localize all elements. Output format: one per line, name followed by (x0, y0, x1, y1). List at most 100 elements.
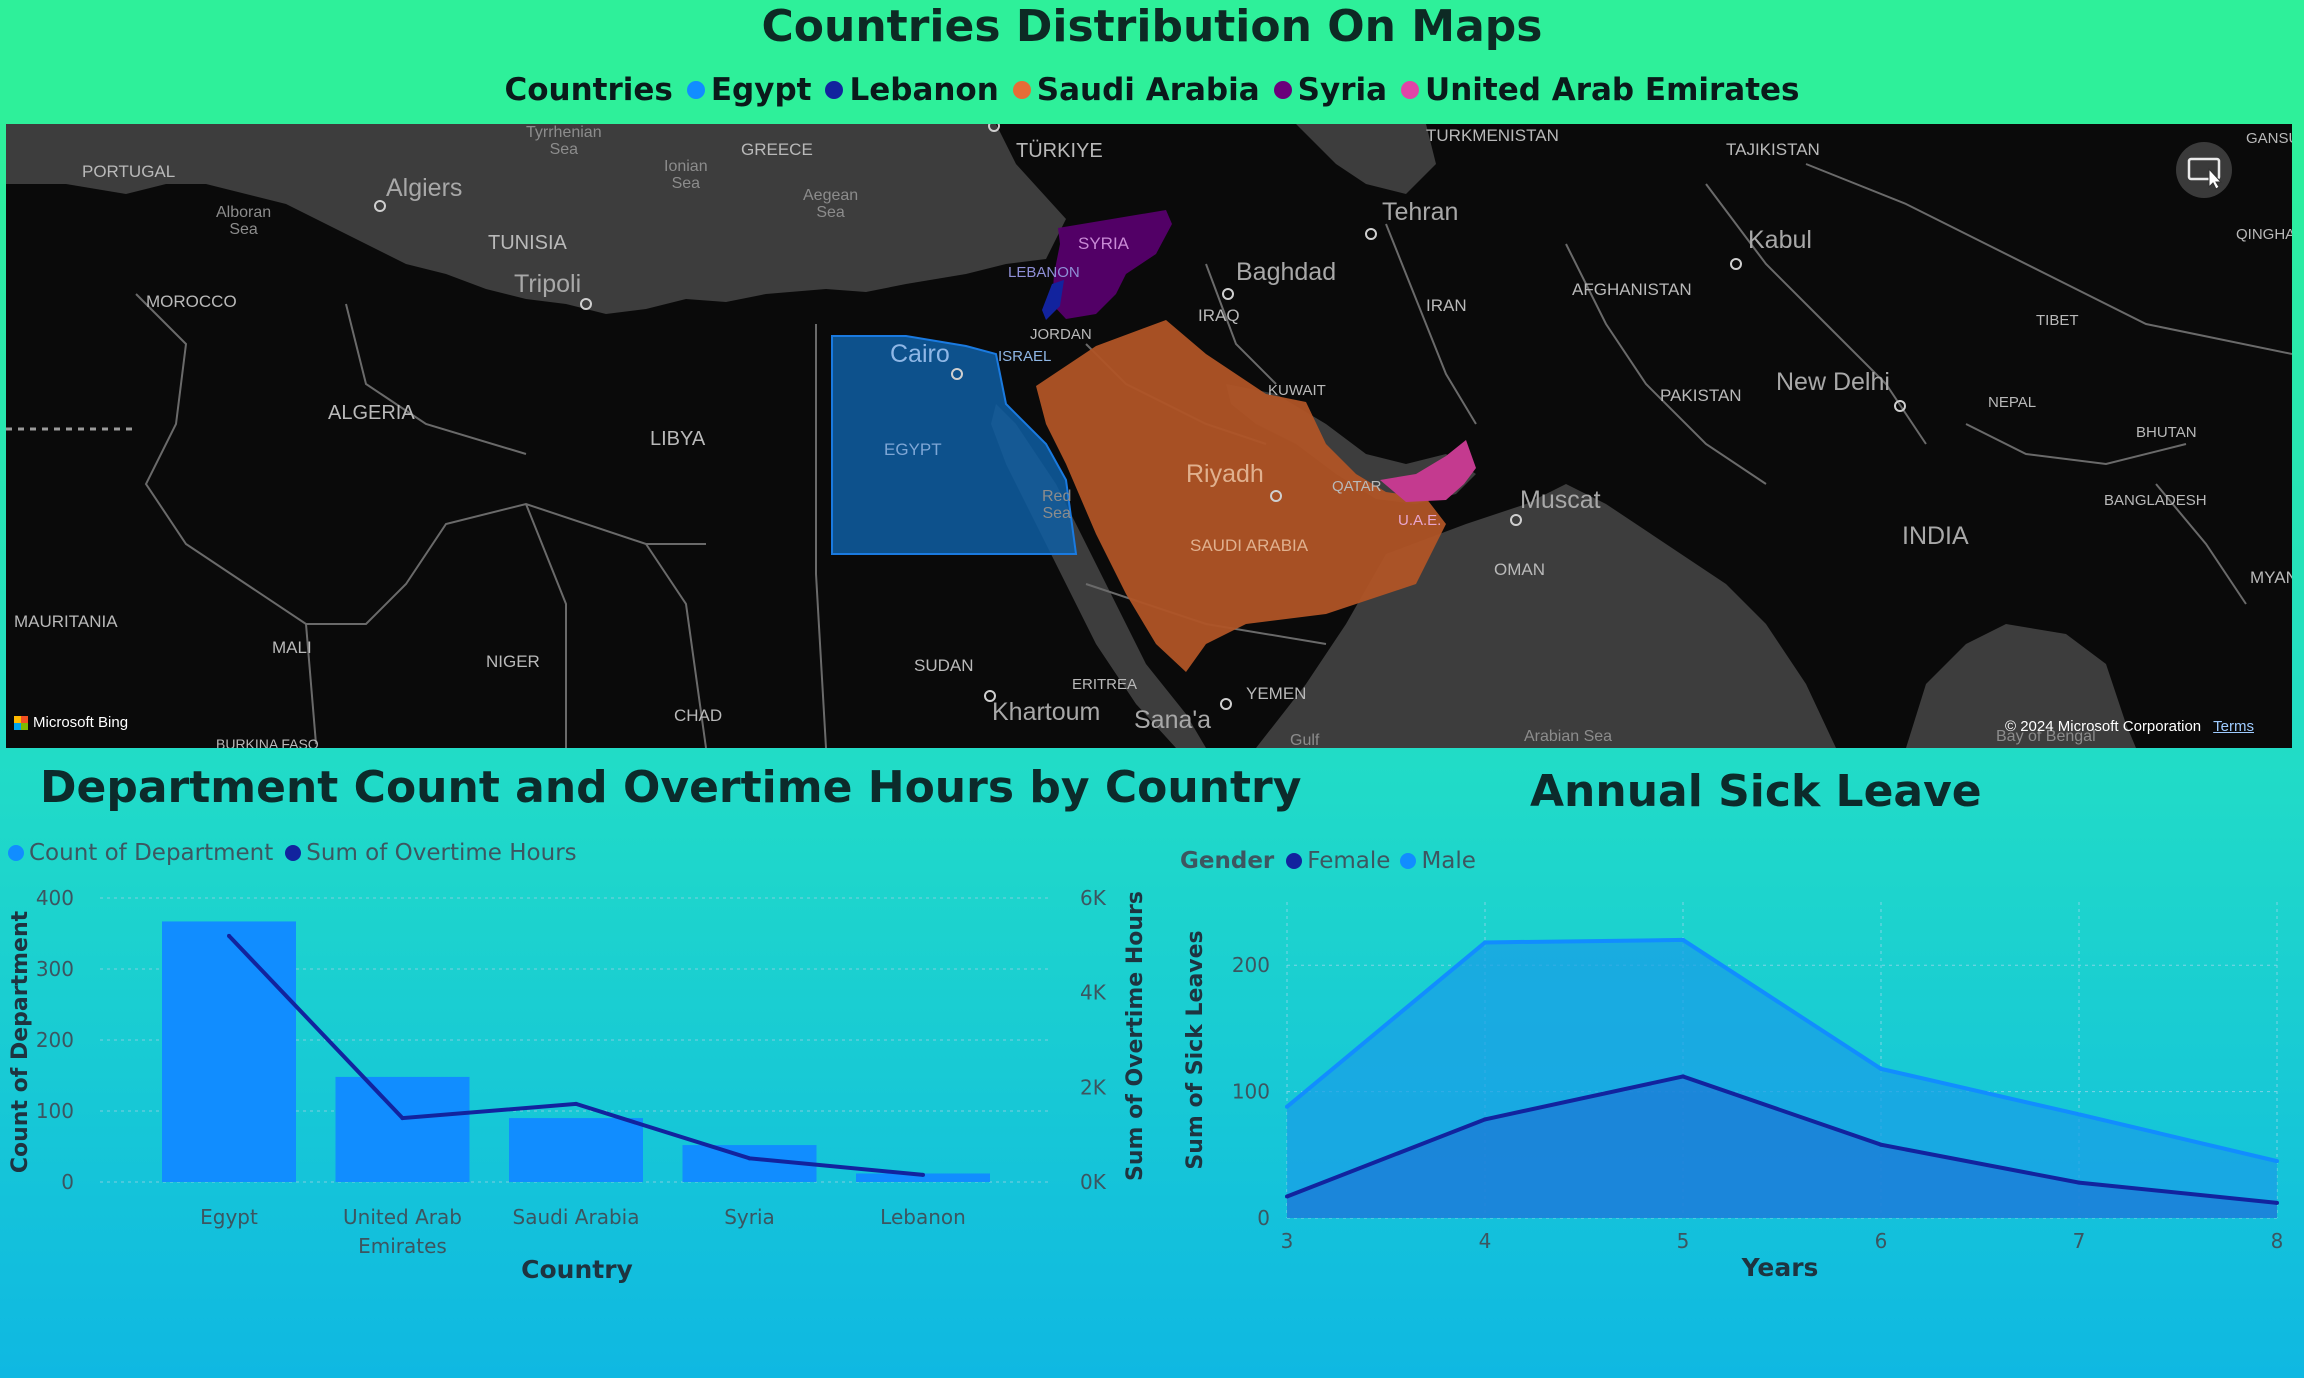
legend-label: Egypt (710, 72, 812, 108)
y-tick-label: 200 (36, 1028, 74, 1052)
legend-label[interactable]: Count of Department (29, 840, 274, 866)
x-tick-label: Emirates (358, 1234, 447, 1258)
y-tick-label: 200 (1232, 953, 1270, 977)
map-label: Khartoum (992, 698, 1101, 726)
dept-chart[interactable]: 0 100 200 300 400 0K 2K 4K 6K Egypt United Arab Emi… (0, 870, 1160, 1290)
legend-dot (1286, 853, 1303, 869)
egypt-shape[interactable] (831, 335, 1078, 555)
map-label: JORDAN (1030, 326, 1092, 343)
map-label: MALI (272, 638, 312, 657)
map-label: Muscat (1520, 486, 1601, 514)
series-area (1287, 1076, 2277, 1218)
syria-shape[interactable] (1052, 210, 1172, 319)
black-caspian-sea (1296, 124, 1436, 194)
lebanon-shape[interactable] (1042, 280, 1064, 320)
legend-dot (825, 81, 844, 99)
legend-dot (1401, 81, 1420, 99)
map-label: PORTUGAL (82, 162, 176, 181)
map-label: OMAN (1494, 560, 1545, 579)
terms-link[interactable]: Terms (2213, 718, 2254, 735)
x-tick-label: 7 (2073, 1229, 2086, 1253)
line-point (747, 1156, 752, 1161)
x-tick-label: Syria (724, 1205, 775, 1229)
legend-title: Gender (1180, 848, 1275, 874)
map-label: BANGLADESH (2104, 492, 2207, 509)
map-label: TIBET (2036, 312, 2079, 329)
line-point (1681, 1074, 1685, 1079)
y2-tick-label: 4K (1080, 981, 1107, 1005)
map-label: NIGER (486, 652, 540, 671)
map-label: Gulf (1290, 732, 1320, 748)
map-label: KUWAIT (1268, 382, 1326, 399)
focus-mode-icon (2187, 157, 2223, 190)
line-point (1285, 1104, 1289, 1109)
map-label: NEPAL (1988, 394, 2037, 411)
legend-dot (1273, 81, 1292, 99)
line-point (1285, 1194, 1289, 1199)
mediterranean-sea (6, 124, 1066, 314)
legend-dot (686, 81, 705, 99)
legend-item-syria[interactable]: Syria (1273, 72, 1388, 108)
bay-of-bengal (1906, 624, 2136, 748)
map-visual[interactable]: PORTUGAL Algiers Alboran Sea Tyrrhenian Se… (6, 124, 2292, 748)
map-label: QATAR (1332, 478, 1382, 495)
x-tick-label: Lebanon (880, 1205, 966, 1229)
map-label: PAKISTAN (1660, 386, 1742, 405)
legend-dot (1400, 853, 1417, 869)
map-focus-button[interactable] (2176, 142, 2232, 198)
map-canvas[interactable] (6, 124, 2292, 748)
y2-tick-label: 0K (1080, 1170, 1107, 1194)
map-title: Countries Distribution On Maps (761, 1, 1543, 52)
map-label: U.A.E. (1398, 512, 1442, 529)
map-label: MAURITANIA (14, 612, 118, 631)
map-label: ISRAEL (998, 348, 1052, 365)
map-label: New Delhi (1776, 368, 1890, 396)
legend-label[interactable]: Female (1307, 848, 1391, 874)
map-label: Alboran Sea (216, 204, 272, 238)
x-tick-label: 5 (1677, 1229, 1690, 1253)
dept-chart-title: Department Count and Overtime Hours by C… (40, 762, 1302, 813)
map-label: IRAQ (1198, 306, 1240, 325)
map-label: AFGHANISTAN (1572, 280, 1692, 299)
line-point (574, 1101, 578, 1106)
map-label: GANSU (2246, 130, 2292, 147)
legend-label[interactable]: Sum of Overtime Hours (306, 840, 577, 866)
sick-chart[interactable]: 0 100 200 3 4 5 6 7 8 Years Sum of Sick Leaves (1160, 880, 2300, 1300)
legend-dot (8, 845, 24, 861)
legend-item-egypt[interactable]: Egypt (686, 72, 812, 108)
map-label: Cairo (890, 340, 950, 368)
uae-shape[interactable] (1380, 440, 1476, 502)
line-point (2275, 1159, 2279, 1164)
bar (162, 921, 296, 1182)
map-label: IRAN (1426, 296, 1467, 315)
bar (856, 1173, 990, 1182)
y2-tick-label: 6K (1080, 886, 1107, 910)
x-tick-label: United Arab (343, 1205, 462, 1229)
map-label: Aegean Sea (803, 187, 859, 221)
series-line (1286, 1074, 2278, 1205)
map-label: Red Sea (1042, 488, 1072, 522)
line-point (227, 933, 231, 938)
saudi-arabia-shape[interactable] (1036, 320, 1446, 672)
legend-item-lebanon[interactable]: Lebanon (825, 72, 999, 108)
map-label: SYRIA (1078, 234, 1130, 253)
line-point (1879, 1142, 1883, 1147)
legend-label[interactable]: Male (1421, 848, 1476, 874)
legend-item-saudi-arabia[interactable]: Saudi Arabia (1012, 72, 1260, 108)
bing-attribution: Microsoft Bing (14, 714, 128, 731)
sick-chart-title: Annual Sick Leave (1530, 766, 1982, 817)
bar (509, 1118, 643, 1182)
map-label: Tripoli (514, 270, 582, 298)
map-label: Algiers (386, 174, 463, 202)
map-copyright: © 2024 Microsoft Corporation Terms (2005, 718, 2254, 735)
x-tick-label: 3 (1281, 1229, 1294, 1253)
line-point (1879, 1066, 1883, 1071)
y2-tick-label: 2K (1080, 1075, 1107, 1099)
line-point (400, 1116, 405, 1121)
bar (335, 1076, 470, 1182)
x-tick-label: Egypt (200, 1205, 258, 1229)
y-tick-label: 0 (61, 1170, 74, 1194)
map-label: BURKINA FASO (216, 736, 319, 748)
legend-label: Syria (1297, 72, 1388, 108)
legend-item-uae[interactable]: United Arab Emirates (1401, 72, 1800, 108)
